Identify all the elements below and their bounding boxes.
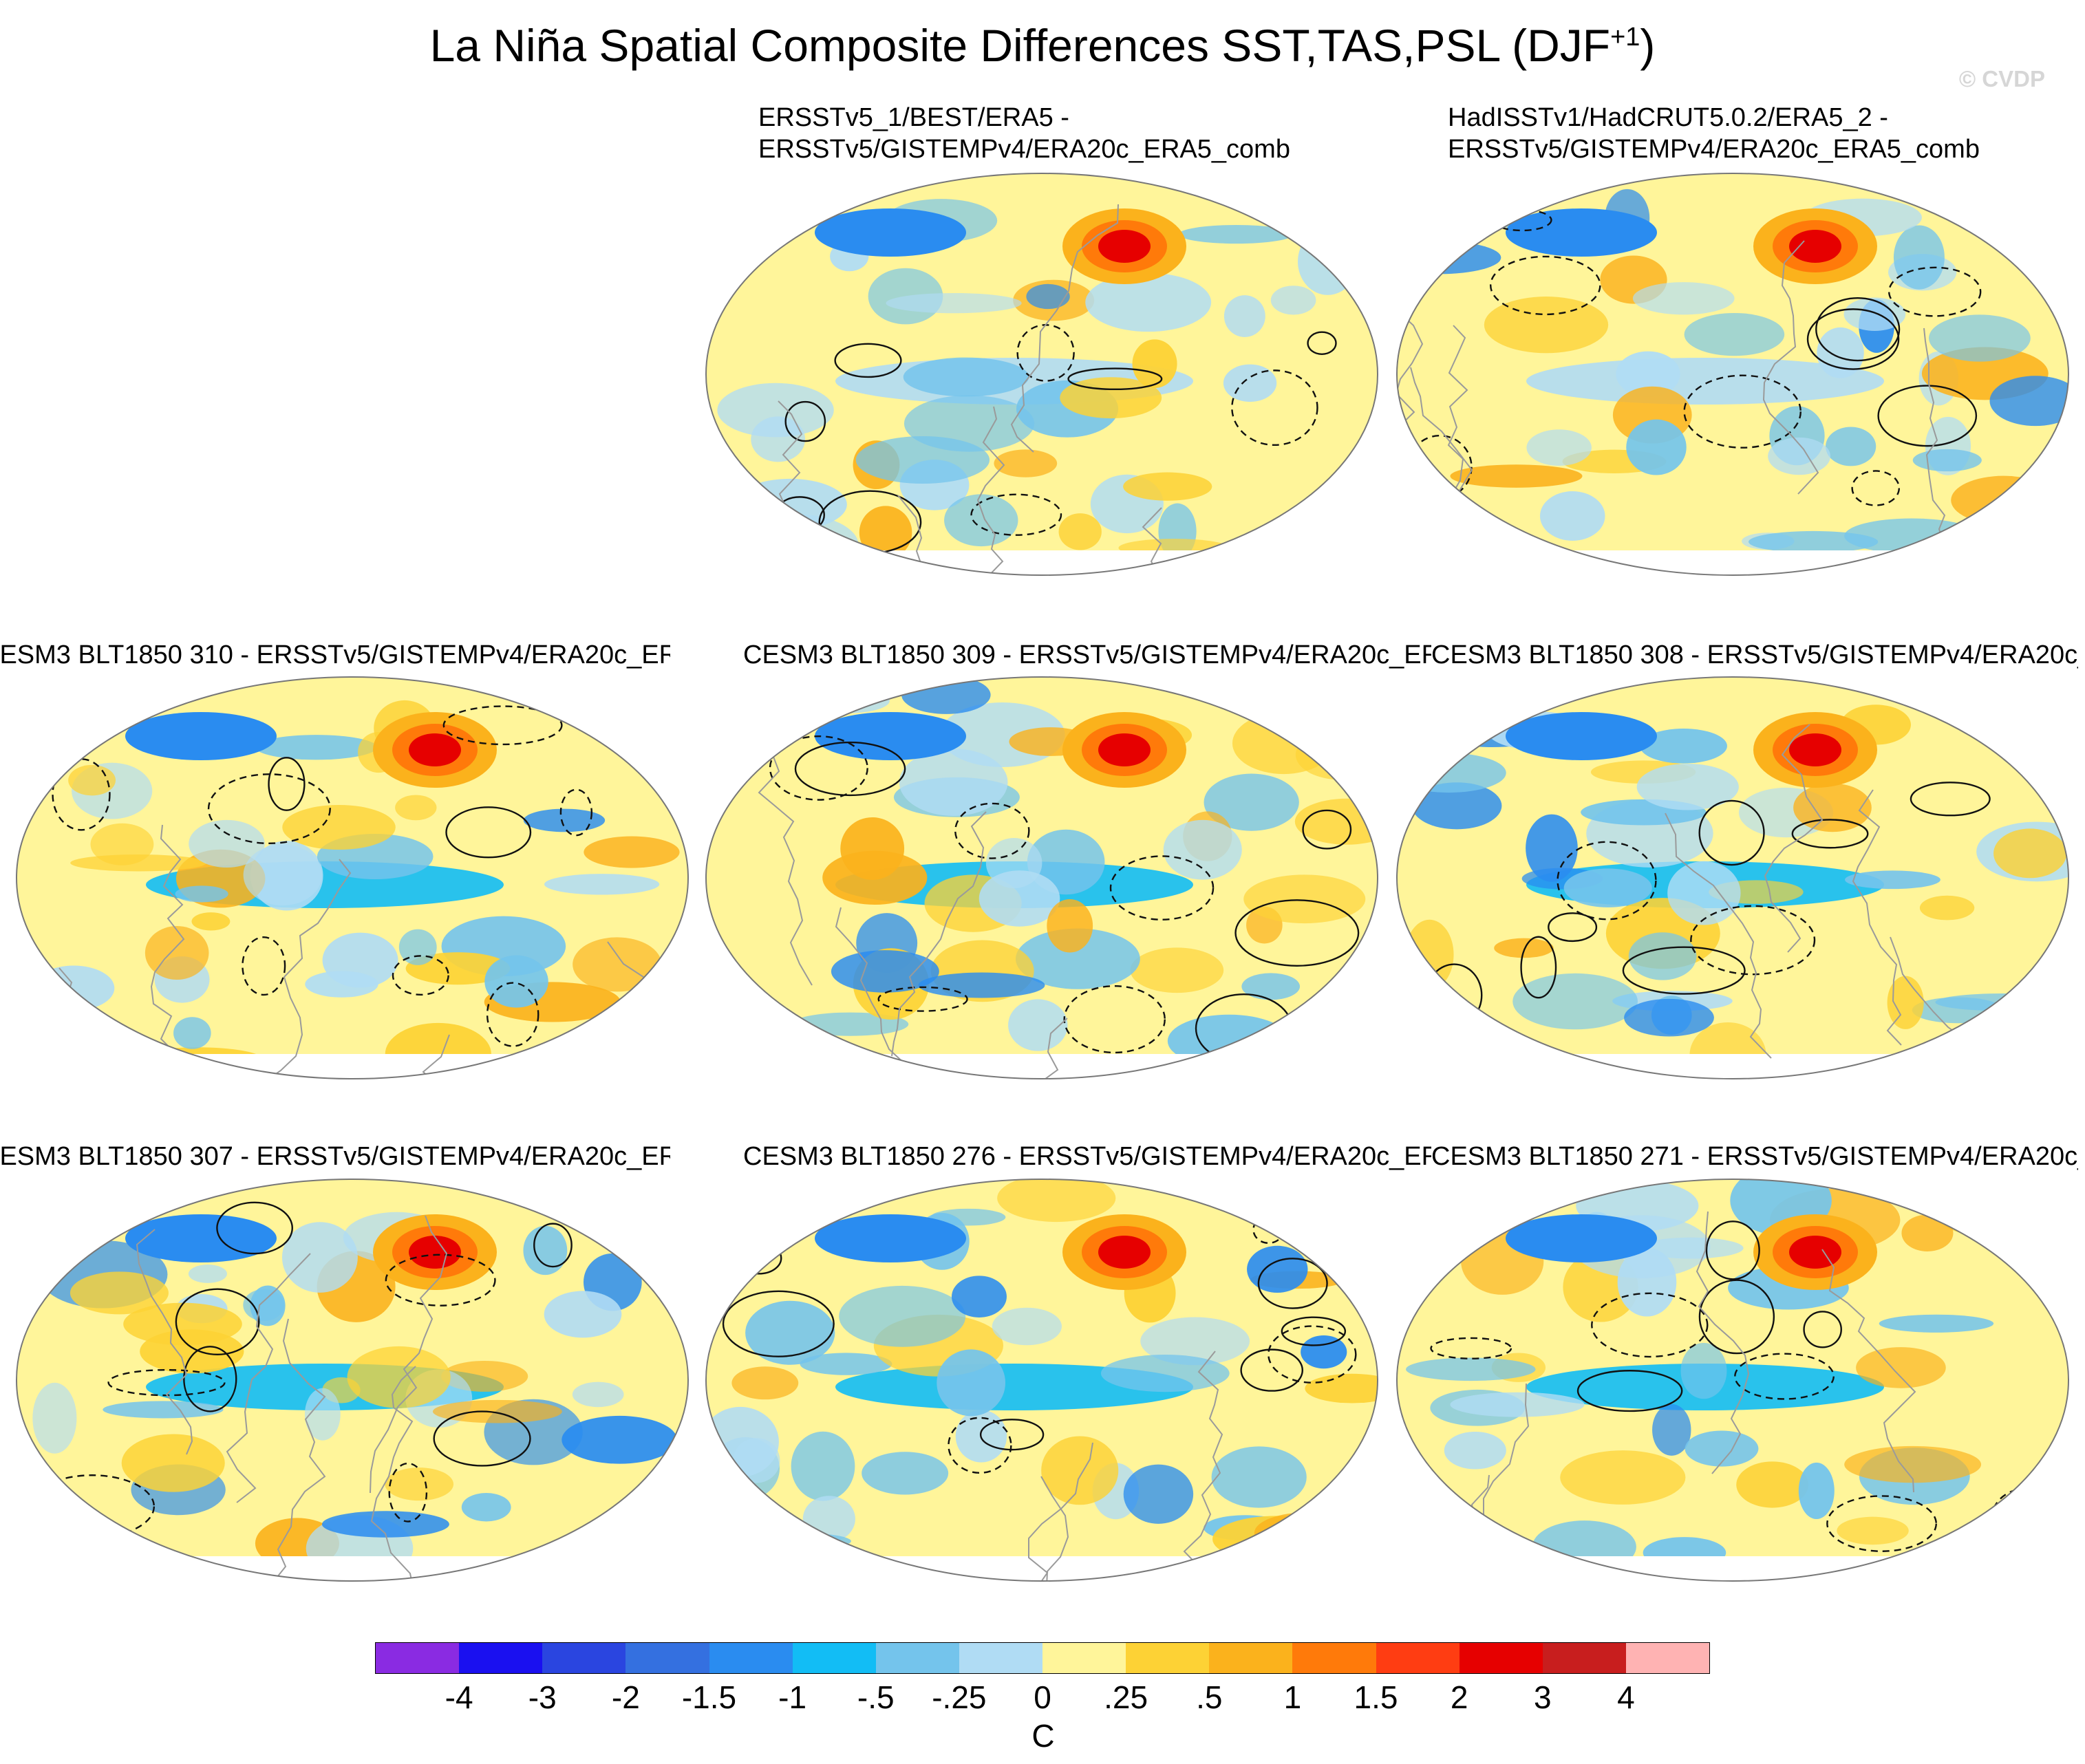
colorbar-tick-label: 0 — [1034, 1679, 1051, 1715]
globe-map-svg — [1396, 173, 2069, 576]
globe-map-svg — [705, 1179, 1378, 1582]
colorbar-tick-label: 3 — [1533, 1679, 1552, 1715]
colorbar-tick-label: -1 — [778, 1679, 807, 1715]
colorbar — [375, 1642, 1710, 1674]
colorbar-tick-label: 1.5 — [1354, 1679, 1398, 1715]
panel-label-4: CESM3 BLT1850 309 - ERSSTv5/GISTEMPv4/ER… — [743, 641, 1431, 669]
panel-label-5: CESM3 BLT1850 308 - ERSSTv5/GISTEMPv4/ER… — [1431, 641, 2078, 669]
colorbar-swatch — [792, 1643, 876, 1673]
globe-map-svg — [1396, 1179, 2069, 1582]
colorbar-swatch — [542, 1643, 626, 1673]
globe-map-svg — [16, 676, 689, 1079]
colorbar-tick-label: -1.5 — [681, 1679, 737, 1715]
map-panel-3 — [14, 674, 691, 1082]
globe-map-svg — [16, 1179, 689, 1582]
colorbar-swatch — [376, 1643, 460, 1673]
panel-label-7: CESM3 BLT1850 276 - ERSSTv5/GISTEMPv4/ER… — [743, 1142, 1431, 1171]
panel-label-2: HadISSTv1/HadCRUT5.0.2/ERA5_2 - ERSSTv5/G… — [1448, 103, 1980, 164]
copyright-watermark: © CVDP — [1958, 66, 2045, 92]
colorbar-swatch — [1126, 1643, 1210, 1673]
colorbar-tick-label: 1 — [1283, 1679, 1302, 1715]
colorbar-swatch — [1459, 1643, 1543, 1673]
colorbar-tick-label: -2 — [611, 1679, 640, 1715]
colorbar-swatch — [626, 1643, 709, 1673]
colorbar-swatch — [1542, 1643, 1626, 1673]
colorbar-swatch — [459, 1643, 543, 1673]
colorbar-units: C — [1031, 1718, 1055, 1754]
colorbar-swatch — [959, 1643, 1042, 1673]
map-panel-1 — [703, 171, 1380, 578]
colorbar-swatch — [709, 1643, 793, 1673]
colorbar-swatch — [1292, 1643, 1376, 1673]
panel-label-6: CESM3 BLT1850 307 - ERSSTv5/GISTEMPv4/ER… — [0, 1142, 670, 1171]
colorbar-swatch — [1042, 1643, 1126, 1673]
colorbar-tick-label: -.25 — [932, 1679, 987, 1715]
map-panel-8 — [1394, 1176, 2071, 1584]
panel-label-3: CESM3 BLT1850 310 - ERSSTv5/GISTEMPv4/ER… — [0, 641, 670, 669]
map-panel-6 — [14, 1176, 691, 1584]
colorbar-tick-label: -4 — [445, 1679, 473, 1715]
colorbar-swatch — [875, 1643, 959, 1673]
colorbar-tick-label: 2 — [1450, 1679, 1468, 1715]
panel-label-8: CESM3 BLT1850 271 - ERSSTv5/GISTEMPv4/ER… — [1431, 1142, 2078, 1171]
globe-map-svg — [705, 676, 1378, 1079]
map-panel-2 — [1394, 171, 2071, 578]
colorbar-swatch — [1376, 1643, 1459, 1673]
colorbar-tick-label: .5 — [1196, 1679, 1223, 1715]
globe-map-svg — [1396, 676, 2069, 1079]
colorbar-ticks: -4 -3 -2 -1.5 -1 -.5 -.25 0 .25 .5 1 1.5 2 3 4 — [376, 1679, 1709, 1720]
colorbar-tick-label: -3 — [528, 1679, 557, 1715]
figure-title: La Niña Spatial Composite Differences SS… — [429, 20, 1656, 71]
colorbar-tick-label: 4 — [1617, 1679, 1635, 1715]
panel-label-1: ERSSTv5_1/BEST/ERA5 - ERSSTv5/GISTEMPv4/E… — [758, 103, 1290, 164]
colorbar-swatch — [1209, 1643, 1293, 1673]
map-panel-7 — [703, 1176, 1380, 1584]
colorbar-tick-label: .25 — [1104, 1679, 1148, 1715]
colorbar-swatch — [1625, 1643, 1709, 1673]
map-panel-4 — [703, 674, 1380, 1082]
colorbar-tick-label: -.5 — [857, 1679, 895, 1715]
map-panel-5 — [1394, 674, 2071, 1082]
globe-map-svg — [705, 173, 1378, 576]
